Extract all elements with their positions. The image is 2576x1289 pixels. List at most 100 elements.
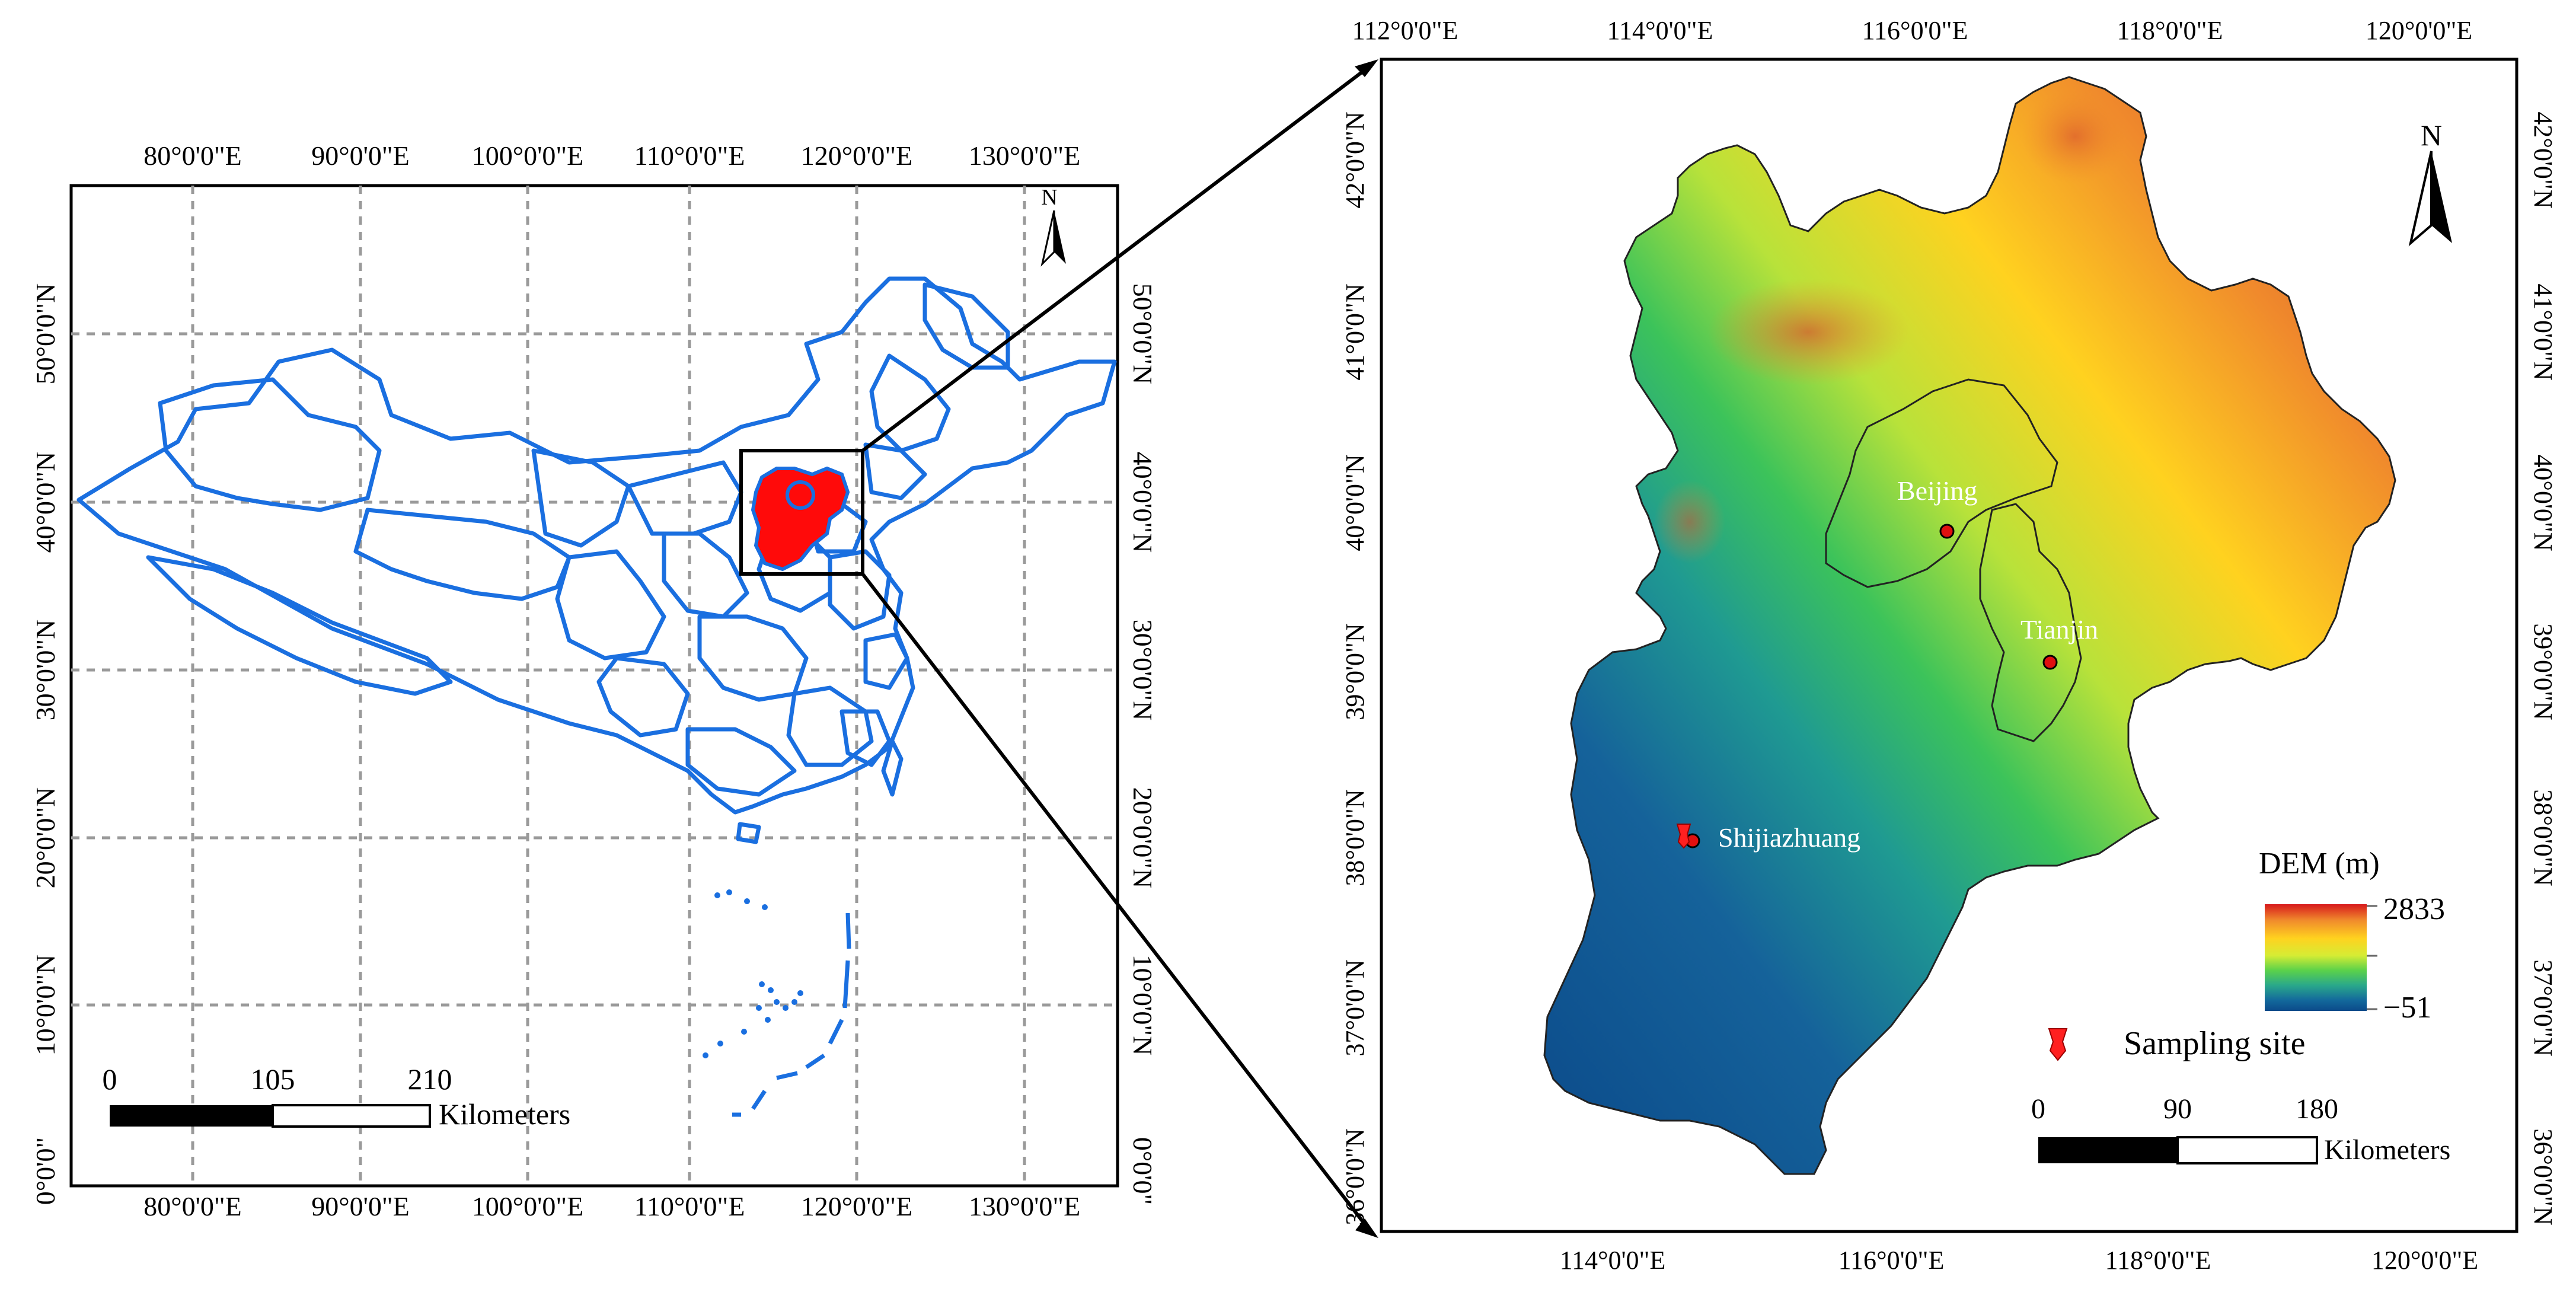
city-tianjin: Tianjin [2020, 614, 2098, 670]
south-china-sea-islands [703, 889, 803, 1058]
shijiazhuang-label: Shijiazhuang [1718, 822, 1860, 853]
overview-bottom-lon-label: 90°0'0"E [311, 1191, 410, 1221]
detail-right-lat-label: 39°0'0"N [2529, 623, 2558, 720]
beijing-mini-outline [786, 480, 815, 510]
tianjin-boundary [1979, 503, 2082, 742]
detail-north-label: N [2421, 119, 2442, 152]
detail-right-lat-label: 41°0'0"N [2529, 283, 2558, 380]
overview-right-lat-label: 10°0'0"N [1128, 955, 1158, 1056]
overview-bottom-lon-label: 100°0'0"E [472, 1191, 584, 1221]
overview-bottom-lon-label: 130°0'0"E [969, 1191, 1081, 1221]
detail-right-lat-label: 38°0'0"N [2529, 789, 2558, 886]
heilongjiang-boundary [922, 282, 1010, 370]
connector-arrowhead-bottom [1355, 1218, 1378, 1238]
detail-left-lat-label: 40°0'0"N [1340, 454, 1370, 551]
legend-sampling-label: Sampling site [2124, 1025, 2305, 1062]
overview-right-lat-label: 30°0'0"N [1128, 620, 1158, 721]
tibet-boundary [146, 555, 453, 696]
city-shijiazhuang: Shijiazhuang [1676, 822, 1860, 853]
detail-scale-tick-2: 180 [2296, 1093, 2338, 1125]
tianjin-marker [2042, 655, 2058, 670]
zhejiang-boundary [863, 632, 909, 690]
city-beijing: Beijing [1897, 476, 1977, 539]
overview-top-lon-label: 80°0'0"E [143, 141, 242, 171]
overview-graticule [71, 186, 1118, 1186]
overview-top-lon-label: 130°0'0"E [969, 141, 1081, 171]
detail-right-lat-label: 37°0'0"N [2529, 959, 2558, 1056]
overview-left-lat-label: 10°0'0"N [30, 955, 60, 1056]
xinjiang-boundary [158, 377, 382, 512]
detail-scale-tick-1: 90 [2163, 1093, 2192, 1125]
overview-top-lon-label: 120°0'0"E [801, 141, 913, 171]
overview-top-lon-label: 90°0'0"E [311, 141, 410, 171]
guangxi-boundary [685, 727, 797, 797]
overview-top-lon-label: 110°0'0"E [634, 141, 745, 171]
detail-top-lon-label: 114°0'0"E [1607, 16, 1713, 45]
detail-bottom-lon-label: 120°0'0"E [2371, 1246, 2478, 1275]
tianjin-label: Tianjin [2020, 614, 2098, 644]
detail-right-lat-label: 36°0'0"N [2529, 1128, 2558, 1225]
detail-left-lat-label: 38°0'0"N [1340, 789, 1370, 886]
detail-left-lat-label: 41°0'0"N [1340, 283, 1370, 380]
detail-top-lon-label: 116°0'0"E [1862, 16, 1968, 45]
overview-scale-bar: 0 105 210 Kilometers [103, 1063, 571, 1131]
detail-left-lat-labels: 42°0'0"N 41°0'0"N 40°0'0"N 39°0'0"N 38°0… [1340, 111, 1370, 1225]
detail-top-lon-labels: 112°0'0"E 114°0'0"E 116°0'0"E 118°0'0"E … [1352, 16, 2473, 45]
qinghai-boundary [353, 508, 572, 601]
overview-north-arrow: N [1040, 185, 1066, 267]
overview-left-lat-label: 30°0'0"N [30, 620, 60, 721]
detail-left-lat-label: 37°0'0"N [1340, 959, 1370, 1056]
study-area-highlight [751, 466, 850, 572]
inset-extent-box [739, 449, 864, 576]
sichuan-boundary [555, 549, 666, 661]
detail-left-lat-label: 36°0'0"N [1340, 1128, 1370, 1225]
overview-left-lat-label: 40°0'0"N [30, 452, 60, 553]
dem-legend: DEM (m) 2833 −51 Sampling site [2048, 847, 2445, 1062]
beijing-boundary [1825, 378, 2058, 588]
overview-right-lat-label: 40°0'0"N [1128, 452, 1158, 553]
fujian-boundary [839, 709, 892, 767]
detail-bottom-lon-label: 116°0'0"E [1838, 1246, 1945, 1275]
overview-scale-tick-2: 210 [408, 1063, 452, 1096]
beijing-label: Beijing [1897, 476, 1977, 506]
overview-top-lon-labels: 80°0'0"E 90°0'0"E 100°0'0"E 110°0'0"E 12… [143, 141, 1080, 171]
detail-left-lat-label: 39°0'0"N [1340, 623, 1370, 720]
hainan-outline [736, 822, 761, 844]
china-boundaries [76, 276, 1117, 1117]
detail-top-lon-label: 112°0'0"E [1352, 16, 1458, 45]
nine-dash-line [732, 912, 851, 1117]
overview-map: N 0 105 210 Kilometers 80°0'0"E 90°0'0"E… [30, 141, 1158, 1221]
overview-scale-tick-1: 105 [251, 1063, 295, 1096]
overview-left-lat-label: 0°0'0" [30, 1137, 60, 1205]
overview-right-lat-label: 20°0'0"N [1128, 787, 1158, 889]
detail-right-lat-label: 40°0'0"N [2529, 454, 2558, 551]
gansu-boundary [531, 448, 631, 548]
overview-north-label: N [1041, 185, 1057, 210]
anhui-boundary [828, 549, 892, 631]
detail-map: Beijing Tianjin Shijiazhuang N DEM (m) 2… [1340, 16, 2558, 1275]
detail-scale-unit: Kilometers [2324, 1134, 2450, 1166]
overview-top-lon-label: 100°0'0"E [472, 141, 584, 171]
detail-top-lon-label: 118°0'0"E [2117, 16, 2223, 45]
overview-bottom-lon-label: 110°0'0"E [634, 1191, 745, 1221]
legend-min-label: −51 [2383, 991, 2431, 1025]
jiangxi-boundary [786, 685, 874, 767]
detail-right-lat-labels: 42°0'0"N 41°0'0"N 40°0'0"N 39°0'0"N 38°0… [2529, 111, 2558, 1225]
liaoning-boundary [863, 442, 927, 500]
detail-scale-bar: 0 90 180 Kilometers [2031, 1093, 2450, 1166]
detail-top-lon-label: 120°0'0"E [2366, 16, 2472, 45]
overview-bottom-lon-labels: 80°0'0"E 90°0'0"E 100°0'0"E 110°0'0"E 12… [143, 1191, 1080, 1221]
legend-sampling-pin-icon [2048, 1028, 2068, 1061]
overview-right-lat-label: 50°0'0"N [1128, 283, 1158, 385]
overview-left-lat-label: 50°0'0"N [30, 283, 60, 385]
overview-left-lat-label: 20°0'0"N [30, 787, 60, 889]
detail-bottom-lon-labels: 114°0'0"E 116°0'0"E 118°0'0"E 120°0'0"E [1560, 1246, 2479, 1275]
overview-left-lat-labels: 50°0'0"N 40°0'0"N 30°0'0"N 20°0'0"N 10°0… [30, 283, 60, 1205]
connector-arrowhead-top [1355, 59, 1378, 77]
inset-connector-lines [861, 65, 1371, 1231]
sampling-site-pin [1676, 824, 1691, 849]
detail-bottom-lon-label: 118°0'0"E [2105, 1246, 2211, 1275]
detail-bottom-lon-label: 114°0'0"E [1560, 1246, 1666, 1275]
